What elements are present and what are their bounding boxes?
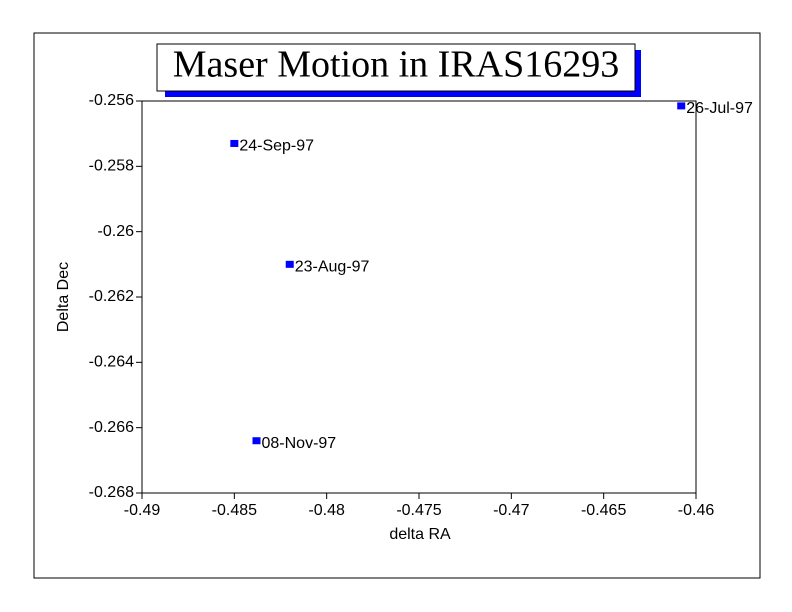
point bbox=[677, 102, 686, 110]
x-tick-label: -0.49 bbox=[124, 502, 161, 519]
x-tick-label: -0.475 bbox=[396, 502, 441, 519]
y-tick-label: -0.262 bbox=[89, 288, 134, 305]
point-label: 24-Sep-97 bbox=[239, 138, 314, 155]
point bbox=[230, 139, 239, 147]
x-tick-label: -0.485 bbox=[212, 502, 257, 519]
x-tick-label: -0.47 bbox=[493, 502, 530, 519]
point bbox=[285, 260, 294, 268]
outer-frame bbox=[33, 32, 761, 579]
y-tick-label: -0.266 bbox=[89, 419, 134, 436]
y-axis-label: Delta Dec bbox=[55, 262, 72, 332]
y-tick-label: -0.258 bbox=[89, 158, 134, 175]
chart-title: Maser Motion in IRAS16293 bbox=[173, 44, 620, 86]
y-tick-label: -0.268 bbox=[89, 484, 134, 501]
title-box bbox=[156, 43, 636, 92]
point-label: 23-Aug-97 bbox=[295, 259, 370, 276]
point-label: 26-Jul-97 bbox=[686, 100, 753, 117]
y-tick-label: -0.264 bbox=[89, 354, 134, 371]
point bbox=[252, 437, 261, 445]
y-tick-label: -0.256 bbox=[89, 92, 134, 109]
plot-frame bbox=[141, 100, 697, 494]
x-tick-label: -0.48 bbox=[308, 502, 345, 519]
y-tick-label: -0.26 bbox=[98, 223, 135, 240]
point-label: 08-Nov-97 bbox=[261, 435, 336, 452]
x-axis-label: delta RA bbox=[389, 526, 451, 543]
x-tick-label: -0.46 bbox=[678, 502, 715, 519]
x-tick-label: -0.465 bbox=[581, 502, 626, 519]
